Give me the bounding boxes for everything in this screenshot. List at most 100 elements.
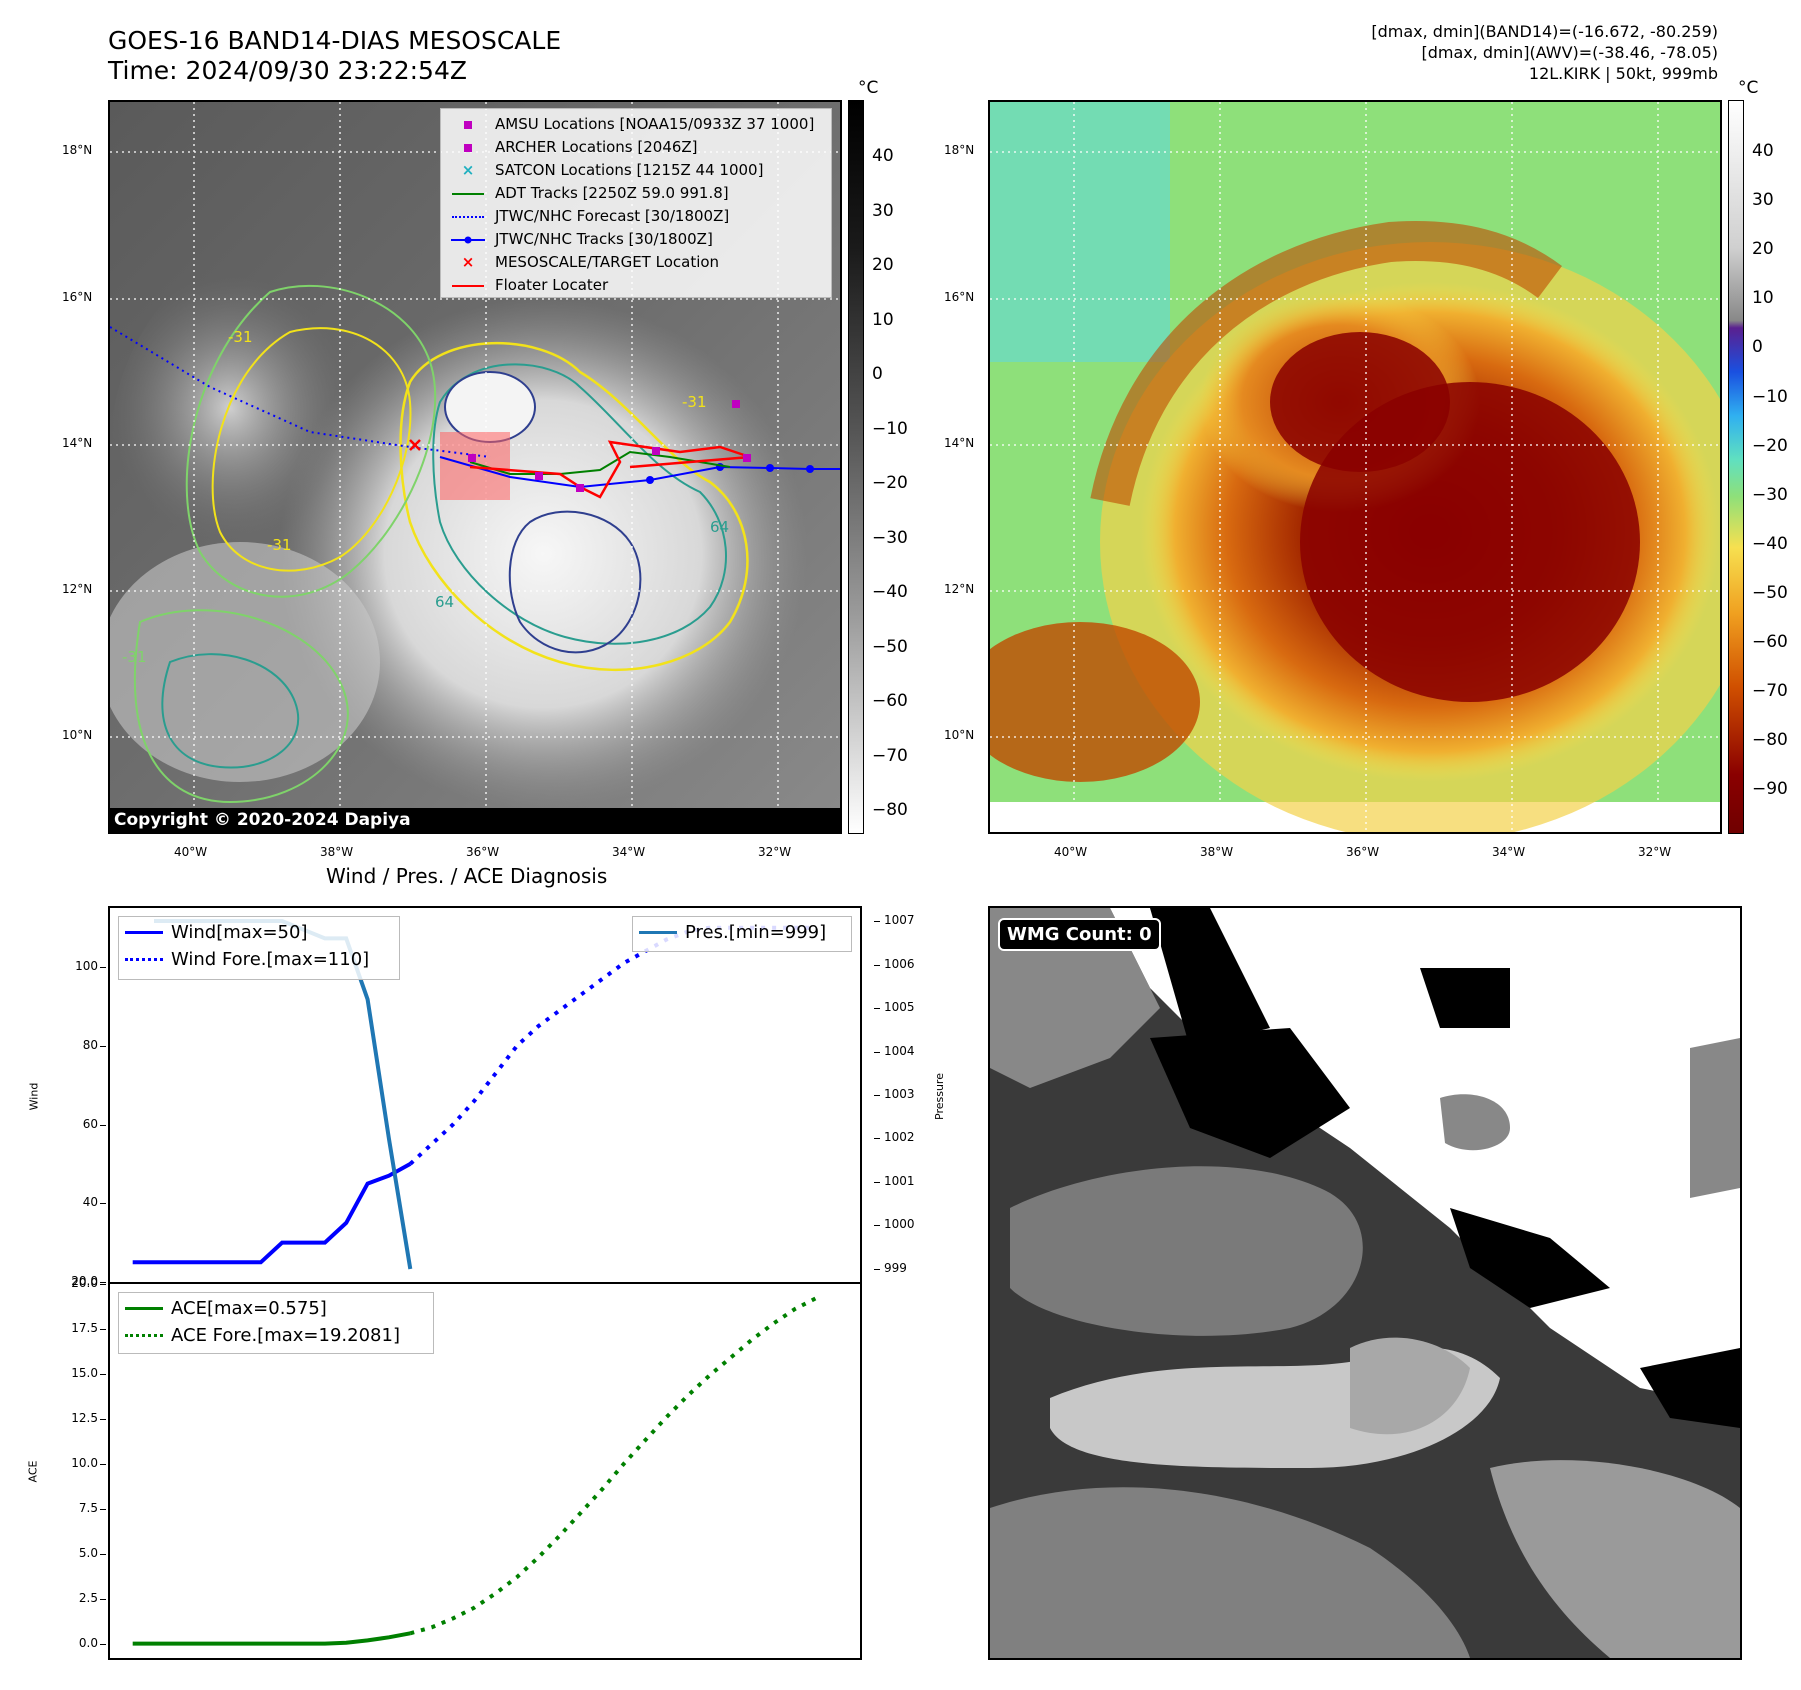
colorbar-unit: °C — [1738, 78, 1759, 98]
tick-mark — [874, 1095, 880, 1096]
tick-mark — [874, 1008, 880, 1010]
tick-mark — [100, 1643, 106, 1645]
legend-item-adt: ADT Tracks [2250Z 59.0 991.8] — [449, 182, 823, 205]
wmg-count-badge: WMG Count: 0 — [998, 918, 1161, 951]
tick-mark — [100, 1284, 106, 1285]
colorbar-tick: 10 — [872, 309, 894, 330]
dotted-line-icon — [125, 958, 163, 961]
tick-mark — [100, 1553, 106, 1555]
legend-item-mesoscale: × MESOSCALE/TARGET Location — [449, 251, 823, 274]
ir-colorbar — [848, 100, 864, 834]
tick-mark — [100, 1508, 106, 1510]
colorbar-tick: −60 — [872, 691, 908, 711]
dotted-line-icon — [452, 215, 484, 218]
tick-mark — [874, 1051, 880, 1053]
colorbar-unit: °C — [858, 78, 879, 98]
legend-item-tracks: JTWC/NHC Tracks [30/1800Z] — [449, 228, 823, 251]
lat-tick: 14°N — [944, 436, 975, 450]
line-icon — [125, 1307, 163, 1310]
lat-tick: 18°N — [62, 143, 93, 157]
lon-tick: 40°W — [174, 845, 208, 859]
legend-item-pressure: Pres.[min=999] — [639, 919, 845, 946]
pressure-tick-label: 1006 — [884, 956, 915, 971]
ace-tick-label: 17.5 — [71, 1320, 98, 1335]
wmg-panel[interactable] — [988, 906, 1742, 1660]
colorbar-tick: 10 — [1752, 288, 1774, 309]
colorbar-tick: −80 — [1752, 730, 1788, 751]
colorbar-tick: −20 — [872, 473, 908, 493]
ace-tick-label: 5.0 — [78, 1545, 98, 1560]
tick-mark — [100, 1124, 106, 1126]
tick-mark — [874, 1181, 880, 1183]
tick-mark — [100, 967, 106, 969]
line-icon — [639, 931, 677, 934]
tick-mark — [874, 1268, 880, 1270]
ace-chart — [132, 1296, 817, 1646]
legend-item-ace: ACE[max=0.575] — [125, 1295, 427, 1322]
colorbar-tick: −70 — [1752, 681, 1788, 702]
ace-tick-label: 7.5 — [78, 1500, 98, 1515]
ace-tick-label: 0.0 — [78, 1635, 98, 1650]
wind-legend: Wind[max=50] Wind Fore.[max=110] — [118, 916, 400, 980]
x-marker-icon: × — [461, 253, 475, 271]
wv-map-panel[interactable] — [988, 100, 1722, 834]
square-marker-icon — [464, 143, 472, 152]
ace-tick-label: 10.0 — [71, 1455, 98, 1470]
contour-label: -31 — [122, 648, 147, 666]
info-line-3: 12L.KIRK | 50kt, 999mb — [1528, 64, 1718, 83]
legend-item-satcon: × SATCON Locations [1215Z 44 1000] — [449, 159, 823, 182]
tick-mark — [874, 921, 880, 923]
wind-forecast-series-line — [408, 925, 816, 1166]
line-dot-icon — [451, 236, 485, 243]
colorbar-tick: 20 — [872, 255, 894, 275]
colorbar-tick: −80 — [872, 800, 908, 820]
ace-tick-label: 15.0 — [71, 1365, 98, 1380]
lat-tick: 10°N — [944, 728, 975, 742]
lat-tick: 16°N — [944, 290, 975, 304]
lon-tick: 36°W — [466, 845, 500, 859]
title-line-1: GOES-16 BAND14-DIAS MESOSCALE — [108, 26, 562, 55]
lat-tick: 10°N — [62, 728, 93, 742]
legend-item-wind-forecast: Wind Fore.[max=110] — [125, 946, 393, 973]
legend-item-wind: Wind[max=50] — [125, 919, 393, 946]
lon-tick: 38°W — [320, 845, 354, 859]
contour-label: 64 — [435, 593, 454, 611]
wmg-image — [990, 908, 1740, 1658]
pressure-tick-label: 999 — [884, 1260, 907, 1275]
pressure-tick-label: 1001 — [884, 1173, 915, 1188]
ace-forecast-series-line — [409, 1296, 817, 1636]
ace-chart-frame — [108, 1282, 862, 1660]
tick-mark — [100, 1373, 106, 1375]
lat-tick: 12°N — [62, 582, 93, 596]
wv-map-image — [990, 102, 1720, 832]
line-icon — [452, 192, 484, 195]
wind-tick-label: 60 — [82, 1116, 98, 1131]
wind-axis-label: Wind — [27, 1082, 41, 1111]
colorbar-tick: 0 — [872, 364, 883, 384]
colorbar-tick: −40 — [1752, 533, 1788, 554]
info-line-1: [dmax, dmin](BAND14)=(-16.672, -80.259) — [1371, 22, 1718, 41]
ace-series-line — [132, 1631, 411, 1646]
wv-colorbar — [1728, 100, 1744, 834]
contour-label: -31 — [682, 393, 707, 411]
legend-item-archer: ARCHER Locations [2046Z] — [449, 136, 823, 159]
lon-tick: 38°W — [1200, 845, 1234, 859]
lon-tick: 32°W — [1638, 845, 1672, 859]
colorbar-tick: 30 — [872, 200, 894, 221]
lat-tick: 18°N — [944, 143, 975, 157]
colorbar-tick: −90 — [1752, 779, 1788, 800]
tick-mark — [100, 1598, 106, 1600]
legend-item-floater: Floater Locater — [449, 274, 823, 297]
contour-label: 64 — [710, 518, 729, 536]
wind-tick-label: 80 — [82, 1037, 98, 1052]
contour-label: -31 — [267, 536, 292, 554]
line-icon — [125, 931, 163, 934]
wind-tick-label: 40 — [82, 1195, 98, 1210]
pressure-tick-label: 1005 — [884, 1000, 915, 1015]
x-marker-icon: × — [461, 161, 475, 179]
tick-mark — [100, 1463, 106, 1465]
lon-tick: 40°W — [1054, 845, 1088, 859]
colorbar-tick: −30 — [1752, 484, 1788, 505]
ace-legend: ACE[max=0.575] ACE Fore.[max=19.2081] — [118, 1292, 434, 1354]
pressure-tick-label: 1002 — [884, 1130, 915, 1145]
